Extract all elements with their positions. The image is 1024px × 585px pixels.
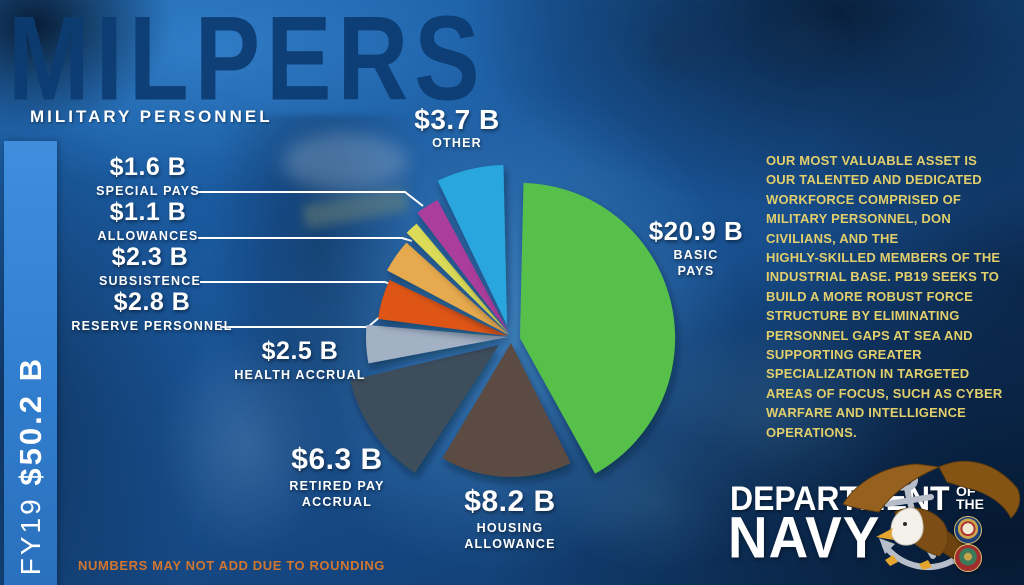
value-housing-allowance: $8.2 B	[464, 485, 556, 518]
pie-label-basic-pays: $20.9 B BASIC PAYS	[606, 218, 786, 279]
pie-slice-retired-pay-accrual	[350, 345, 499, 473]
value-reserve-personnel: $2.8 B	[113, 288, 191, 316]
pie-slice-basic-pays	[520, 183, 676, 474]
pie-slice-allowances	[406, 223, 509, 334]
leader-line-0	[197, 191, 424, 207]
pie-slice-subsistence	[387, 242, 509, 335]
pie-label-other: $3.7 B OTHER	[387, 106, 527, 151]
milpers-watermark-title: MILPERS	[8, 0, 486, 125]
pie-label-reserve-personnel: $2.8 B RESERVE PERSONNEL	[57, 289, 247, 334]
pie-label-allowances: $1.1 B ALLOWANCES	[58, 199, 238, 244]
pie-slice-housing-allowance	[442, 343, 571, 477]
category-health-accrual: HEALTH ACCRUAL	[234, 368, 366, 382]
value-health-accrual: $2.5 B	[261, 337, 339, 365]
category-special-pays: SPECIAL PAYS	[96, 184, 200, 198]
fy19-total-text: FY19 $50.2 B	[13, 356, 49, 575]
fy19-total-sidebar: FY19 $50.2 B	[4, 141, 57, 585]
pie-slice-health-accrual	[365, 324, 508, 364]
pie-slice-reserve-personnel	[378, 280, 508, 336]
leader-line-1	[198, 237, 413, 242]
pie-slice-special-pays	[417, 200, 509, 333]
value-other: $3.7 B	[414, 104, 500, 135]
category-basic-pays: BASIC PAYS	[673, 248, 719, 278]
category-retired-pay-accrual: RETIRED PAY ACCRUAL	[289, 479, 385, 509]
category-allowances: ALLOWANCES	[97, 229, 199, 243]
value-subsistence: $2.3 B	[111, 243, 189, 271]
category-reserve-personnel: RESERVE PERSONNEL	[71, 319, 233, 333]
category-other: OTHER	[432, 136, 482, 150]
sidebar-fiscal-year: FY19	[14, 485, 46, 575]
pie-slices	[350, 165, 676, 477]
value-allowances: $1.1 B	[109, 198, 187, 226]
pie-slice-other	[437, 165, 507, 325]
value-retired-pay-accrual: $6.3 B	[291, 443, 383, 476]
value-basic-pays: $20.9 B	[648, 216, 744, 246]
pie-label-retired-pay-accrual: $6.3 B RETIRED PAY ACCRUAL	[247, 444, 427, 510]
category-housing-allowance: HOUSING ALLOWANCE	[464, 521, 556, 551]
rounding-footnote: NUMBERS MAY NOT ADD DUE TO ROUNDING	[78, 558, 386, 573]
page-subtitle: MILITARY PERSONNEL	[30, 107, 273, 126]
pie-label-health-accrual: $2.5 B HEALTH ACCRUAL	[210, 338, 390, 383]
value-special-pays: $1.6 B	[109, 153, 187, 181]
commentary-text: OUR MOST VALUABLE ASSET IS OUR TALENTED …	[766, 153, 1003, 440]
pie-label-subsistence: $2.3 B SUBSISTENCE	[60, 244, 240, 289]
pie-label-housing-allowance: $8.2 B HOUSING ALLOWANCE	[420, 486, 600, 552]
pie-label-special-pays: $1.6 B SPECIAL PAYS	[58, 154, 238, 199]
category-subsistence: SUBSISTENCE	[98, 274, 202, 288]
sidebar-total-amount: $50.2 B	[12, 355, 48, 486]
